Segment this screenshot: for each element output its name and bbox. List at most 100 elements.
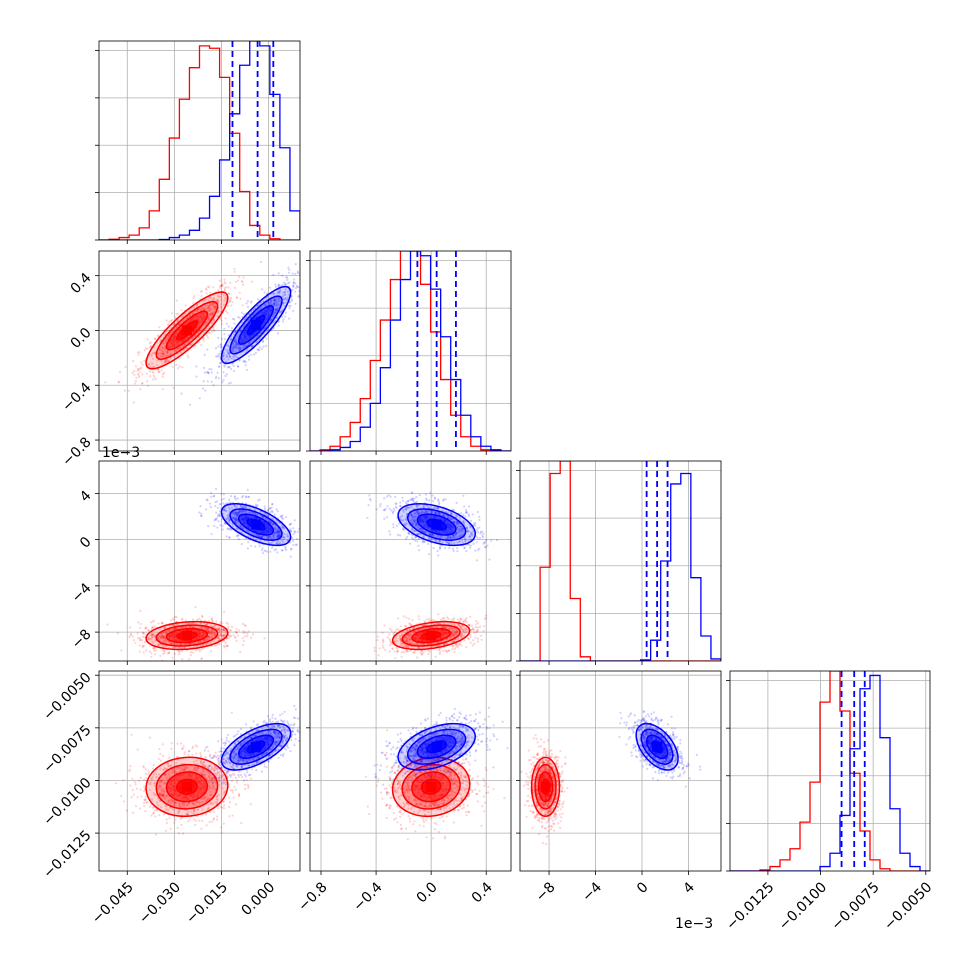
- scatter-point: [381, 631, 384, 634]
- scatter-point: [443, 625, 446, 629]
- scatter-point: [443, 546, 447, 550]
- scatter-point: [269, 550, 272, 553]
- scatter-point: [277, 332, 280, 335]
- scatter-point: [141, 631, 144, 634]
- scatter-point: [286, 278, 289, 281]
- scatter-point: [283, 304, 286, 307]
- scatter-point: [236, 505, 239, 508]
- scatter-point: [256, 304, 259, 307]
- blue-contour: [229, 295, 283, 355]
- scatter-point: [158, 370, 161, 374]
- scatter-point: [223, 646, 226, 649]
- scatter-point: [412, 519, 415, 522]
- scatter-point: [273, 302, 276, 305]
- scatter-point: [276, 527, 279, 530]
- scatter-point: [148, 346, 151, 349]
- scatter-point: [456, 525, 459, 528]
- scatter-point: [461, 628, 464, 631]
- scatter-point: [218, 279, 221, 282]
- scatter-point: [410, 518, 413, 521]
- scatter-point: [404, 636, 407, 639]
- scatter-point: [436, 549, 439, 553]
- scatter-point: [281, 536, 284, 539]
- scatter-point: [267, 301, 270, 304]
- scatter-point: [242, 643, 245, 647]
- scatter-point: [212, 632, 215, 635]
- scatter-point: [460, 636, 463, 640]
- scatter-point: [223, 521, 226, 525]
- scatter-point: [269, 535, 272, 538]
- scatter-point: [142, 632, 145, 635]
- scatter-point: [153, 633, 156, 636]
- scatter-point: [476, 637, 479, 640]
- scatter-point: [406, 645, 409, 649]
- scatter-point: [188, 642, 191, 646]
- scatter-point: [382, 646, 385, 649]
- scatter-point: [389, 640, 393, 644]
- red-peak-cell: [426, 630, 437, 641]
- scatter-point: [276, 535, 280, 538]
- scatter-point: [408, 634, 411, 638]
- scatter-point: [283, 536, 286, 539]
- scatter-point: [307, 287, 309, 289]
- scatter-point: [141, 382, 144, 385]
- scatter-point: [164, 640, 167, 643]
- scatter-point: [228, 300, 232, 303]
- scatter-point: [224, 282, 227, 285]
- scatter-point: [203, 619, 206, 622]
- scatter-point: [235, 296, 239, 299]
- scatter-point: [277, 324, 280, 327]
- scatter-point: [189, 403, 192, 406]
- scatter-point: [410, 498, 413, 501]
- scatter-point: [273, 299, 276, 302]
- scatter-point: [438, 644, 441, 647]
- scatter-point: [203, 371, 207, 374]
- scatter-point: [222, 634, 225, 637]
- scatter-point: [258, 498, 261, 501]
- scatter-point: [442, 498, 445, 501]
- scatter-point: [455, 531, 458, 534]
- scatter-point: [278, 541, 281, 544]
- scatter-point: [162, 652, 165, 656]
- scatter-point: [224, 374, 227, 378]
- scatter-point: [274, 320, 277, 323]
- scatter-point: [245, 506, 248, 509]
- scatter-point: [226, 349, 229, 352]
- scatter-point: [206, 628, 209, 631]
- scatter-point: [136, 351, 139, 354]
- scatter-point: [141, 363, 144, 366]
- scatter-point: [135, 376, 138, 379]
- scatter-point: [205, 288, 208, 291]
- scatter-point: [393, 640, 397, 643]
- scatter-point: [471, 644, 474, 647]
- scatter-point: [161, 645, 165, 648]
- scatter-point: [199, 626, 202, 629]
- scatter-point: [256, 535, 260, 538]
- scatter-point: [467, 623, 470, 627]
- scatter-point: [214, 305, 217, 308]
- scatter-point: [438, 652, 441, 656]
- scatter-point: [201, 306, 204, 309]
- scatter-point: [411, 522, 414, 525]
- scatter-point: [278, 311, 281, 314]
- scatter-point: [214, 347, 218, 350]
- red-contour: [155, 624, 219, 647]
- scatter-point: [267, 509, 270, 512]
- scatter-point: [228, 536, 231, 539]
- scatter-point: [472, 631, 476, 634]
- scatter-point: [405, 639, 408, 642]
- scatter-point: [239, 525, 242, 528]
- scatter-point: [194, 605, 197, 609]
- scatter-point: [408, 622, 411, 625]
- scatter-point: [269, 511, 272, 514]
- scatter-point: [451, 627, 454, 630]
- scatter-point: [234, 506, 237, 509]
- scatter-point: [232, 369, 236, 373]
- scatter-point: [259, 337, 262, 341]
- scatter-point: [177, 650, 181, 653]
- scatter-point: [461, 636, 464, 639]
- scatter-point: [226, 514, 229, 517]
- scatter-point: [161, 373, 164, 376]
- scatter-point: [475, 623, 478, 626]
- scatter-point: [413, 626, 416, 629]
